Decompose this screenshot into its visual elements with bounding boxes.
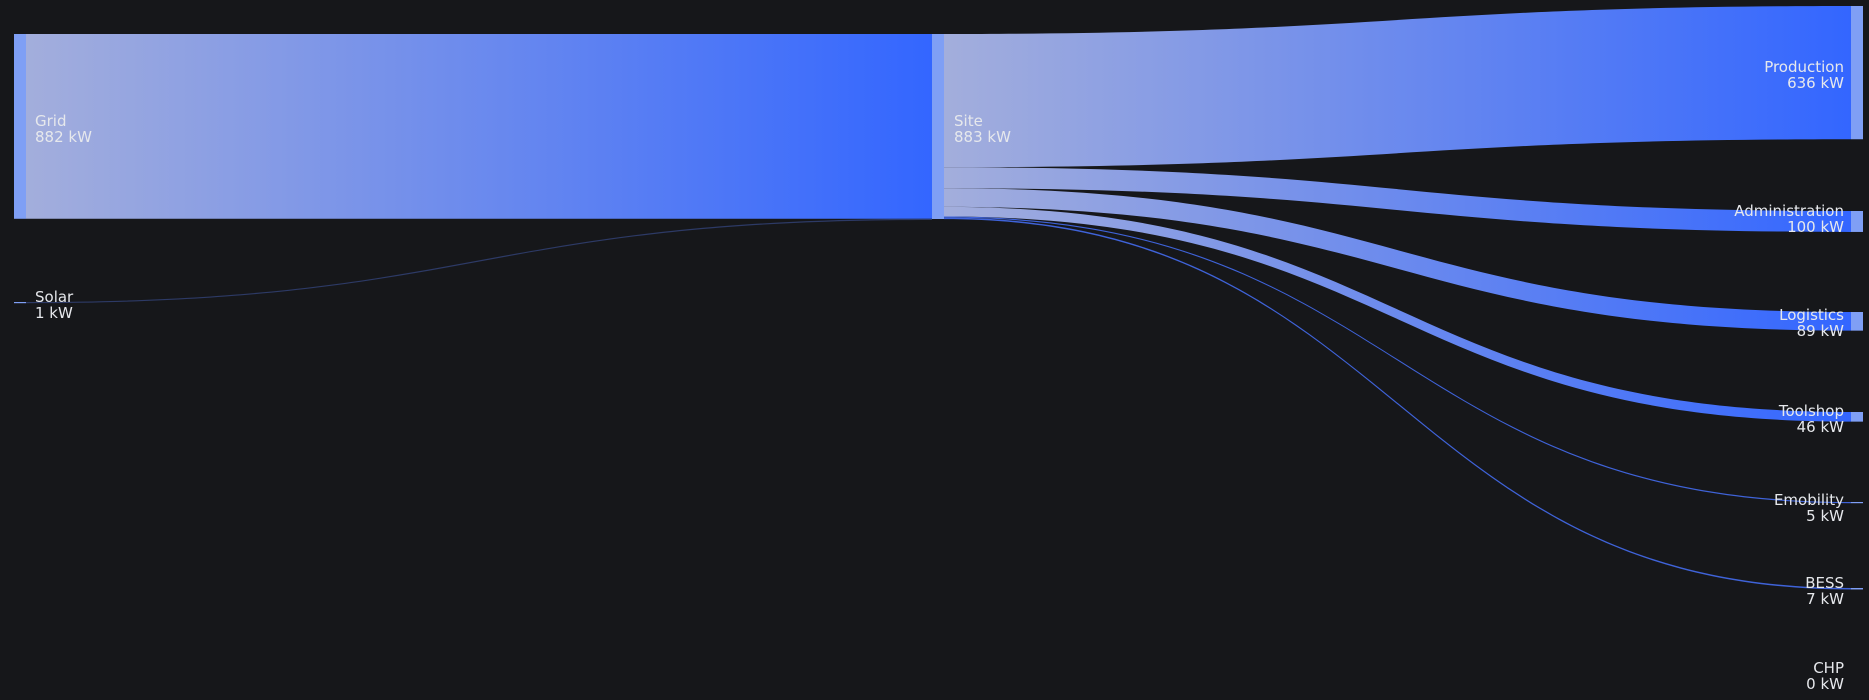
node-toolshop-name-label: Toolshop: [1778, 402, 1844, 420]
node-bess-value-label: 7 kW: [1806, 590, 1844, 608]
node-emobility: [1851, 502, 1863, 504]
node-chp-name-label: CHP: [1813, 659, 1844, 677]
node-production-value-label: 636 kW: [1787, 74, 1844, 92]
node-site: [932, 34, 944, 219]
node-administration-value-label: 100 kW: [1787, 218, 1844, 236]
node-production-name-label: Production: [1764, 58, 1844, 76]
link-site-production: [944, 6, 1851, 168]
node-administration: [1851, 211, 1863, 232]
node-site-value-label: 883 kW: [954, 128, 1011, 146]
link-site-toolshop: [944, 206, 1851, 422]
node-toolshop-value-label: 46 kW: [1797, 418, 1845, 436]
node-grid-value-label: 882 kW: [35, 128, 92, 146]
node-logistics-name-label: Logistics: [1779, 306, 1844, 324]
node-grid: [14, 34, 26, 219]
link-solar-site: [26, 218, 932, 304]
link-site-logistics: [944, 188, 1851, 331]
link-site-administration: [944, 167, 1851, 232]
node-solar-value-label: 1 kW: [35, 304, 73, 322]
link-site-emobility: [944, 216, 1851, 504]
link-grid-site: [26, 34, 932, 219]
node-bess: [1851, 588, 1863, 590]
node-emobility-name-label: Emobility: [1774, 491, 1844, 509]
node-production: [1851, 6, 1863, 140]
nodes-layer: [14, 6, 1863, 590]
node-logistics: [1851, 312, 1863, 331]
node-emobility-value-label: 5 kW: [1806, 507, 1844, 525]
node-site-name-label: Site: [954, 112, 983, 130]
node-bess-name-label: BESS: [1805, 574, 1844, 592]
link-site-bess: [944, 217, 1851, 590]
node-chp-value-label: 0 kW: [1806, 675, 1844, 693]
node-toolshop: [1851, 412, 1863, 422]
node-administration-name-label: Administration: [1734, 202, 1844, 220]
node-grid-name-label: Grid: [35, 112, 66, 130]
node-logistics-value-label: 89 kW: [1797, 322, 1845, 340]
links-layer: [26, 6, 1851, 590]
node-solar-name-label: Solar: [35, 288, 74, 306]
node-solar: [14, 302, 26, 304]
